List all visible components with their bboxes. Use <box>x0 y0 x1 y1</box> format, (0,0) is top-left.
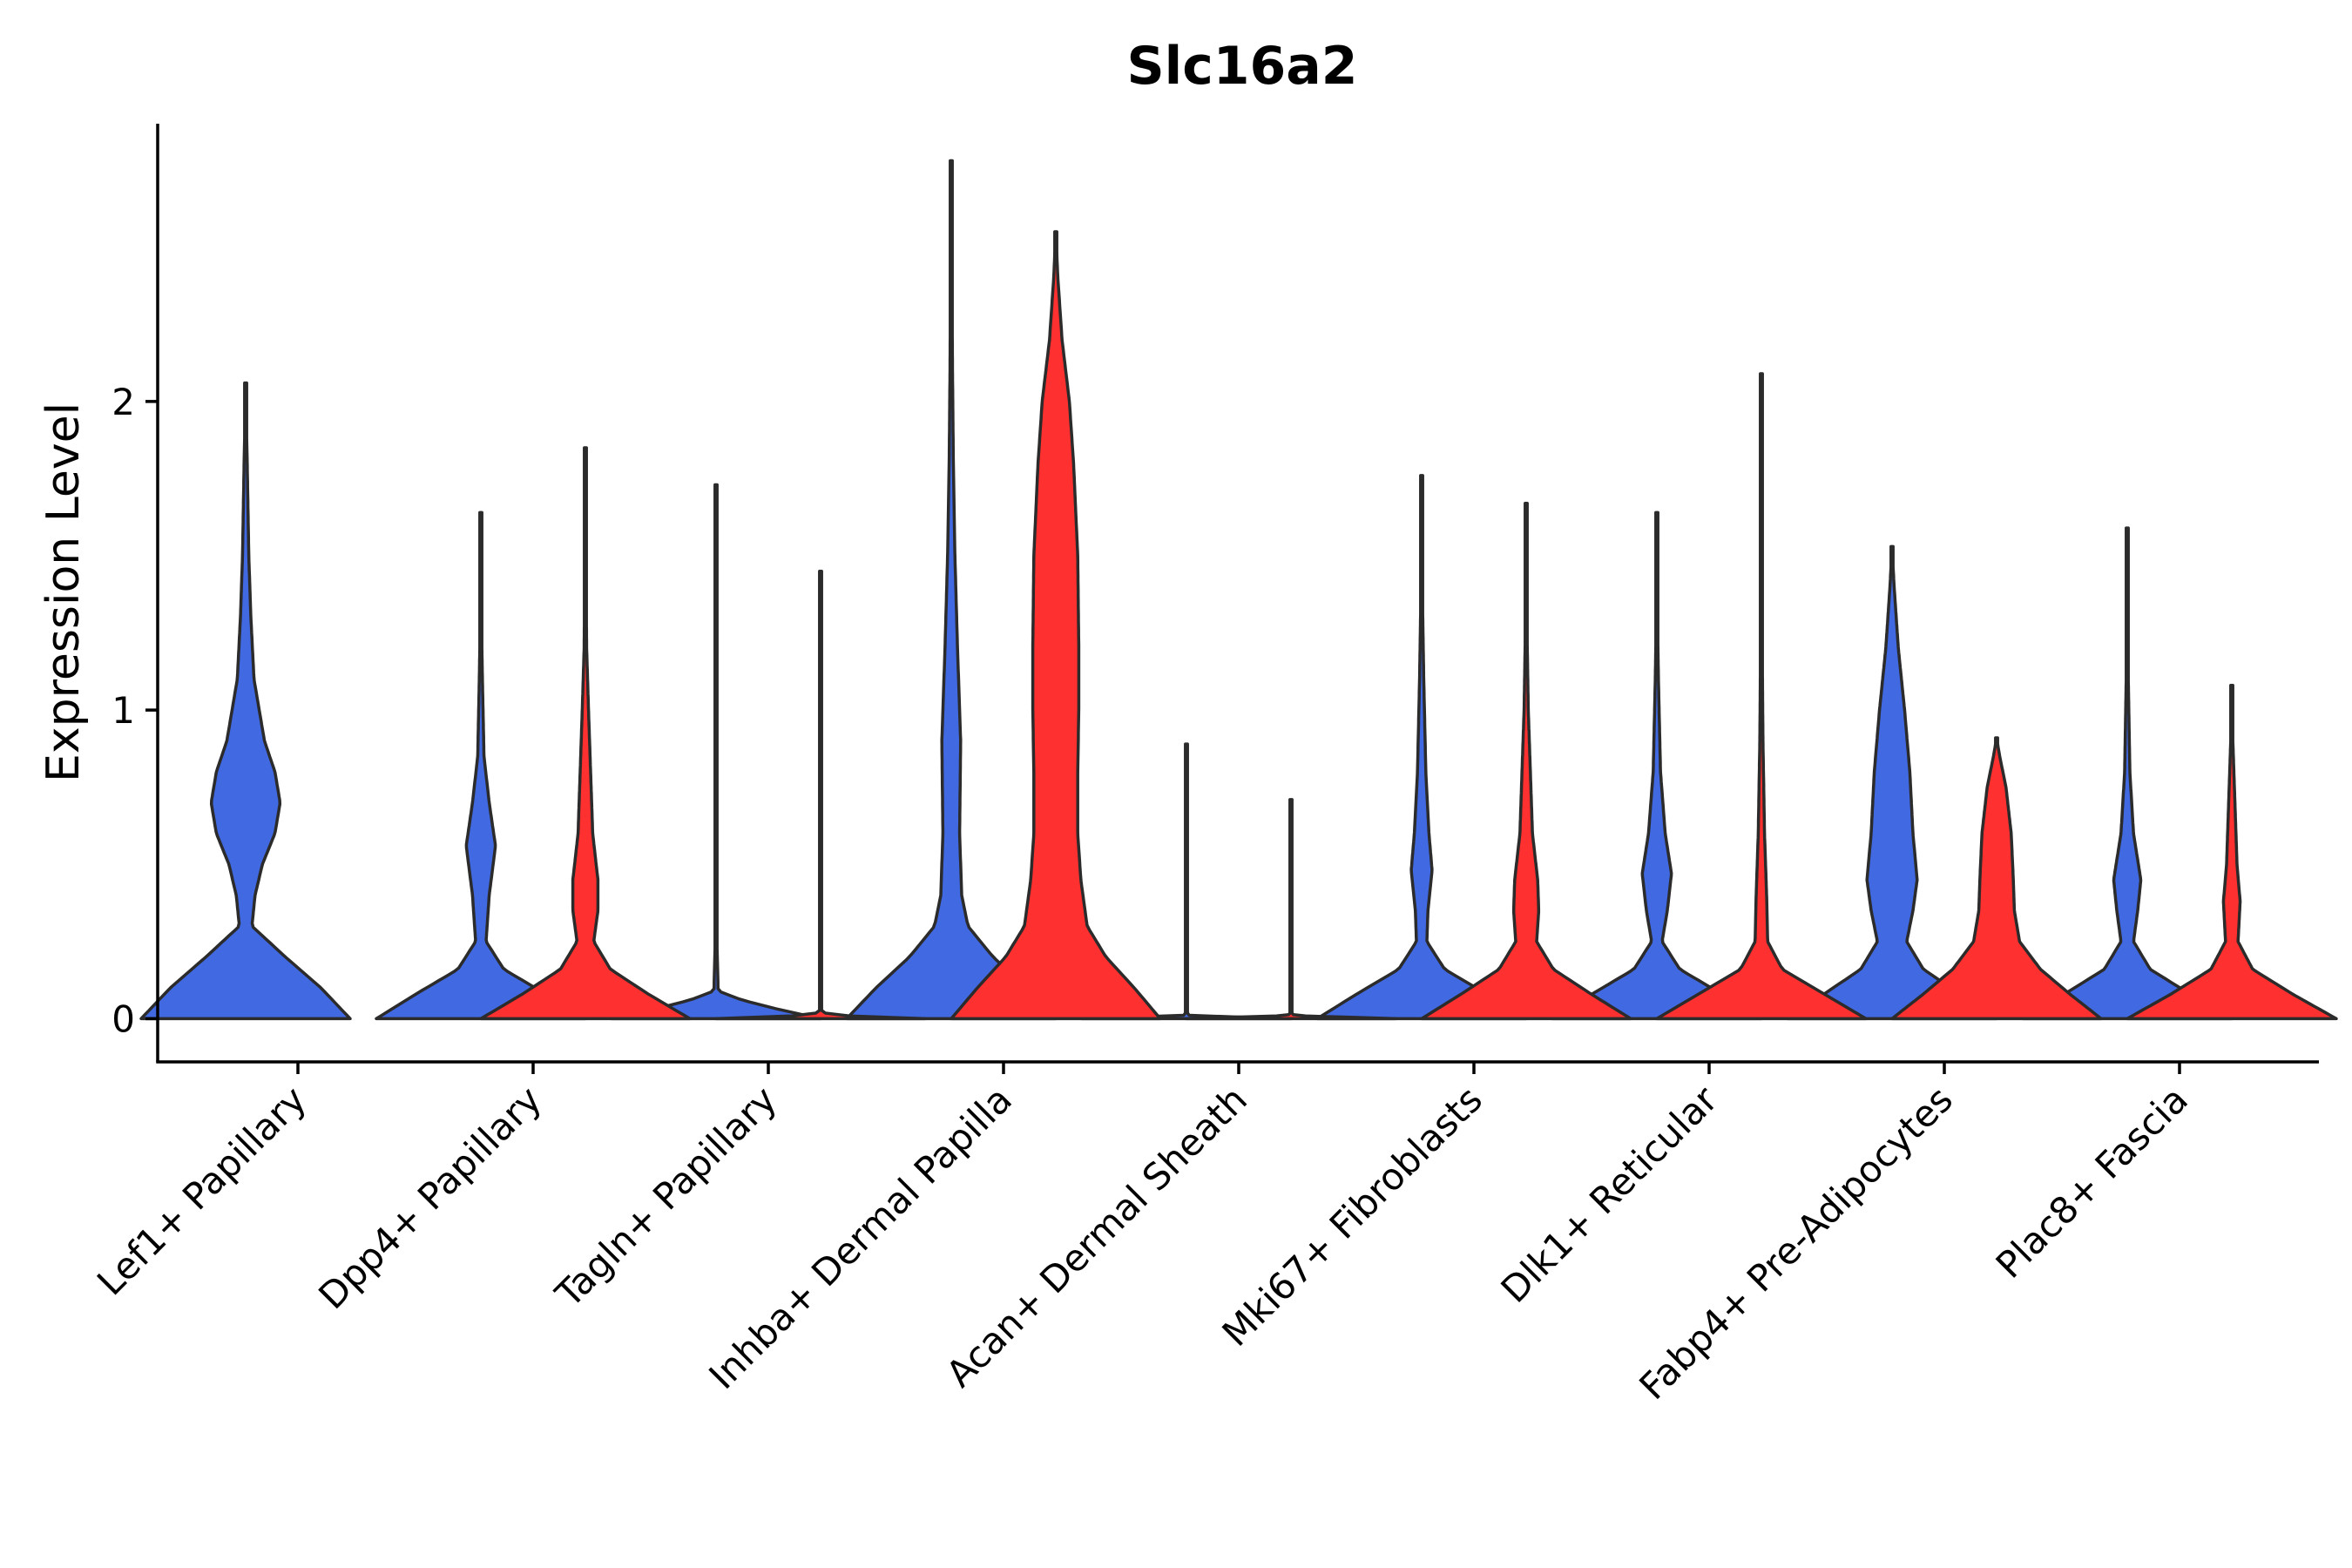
violin-group_a <box>1315 474 1528 1021</box>
violin-group_b <box>1890 736 2103 1021</box>
violin-group_a <box>375 510 587 1021</box>
violin-group_a <box>1080 742 1293 1021</box>
violin-group_b <box>2126 684 2338 1021</box>
violin-group_b <box>1420 502 1632 1021</box>
violin-group_b <box>1655 372 1868 1021</box>
y-tick-label: 1 <box>112 689 135 732</box>
violin-group_a <box>139 381 352 1021</box>
violin-group_a <box>1786 544 1998 1021</box>
y-tick-label: 2 <box>112 381 135 423</box>
x-category-label: Dlk1+ Reticular <box>1493 1078 1727 1311</box>
violin-group_b <box>714 569 927 1021</box>
violin-group_a <box>610 483 822 1021</box>
violin-group_b <box>950 230 1162 1021</box>
x-category-label: Plac8+ Fascia <box>1988 1078 2196 1286</box>
y-axis-label: Expression Level <box>37 402 90 782</box>
violin-group_a <box>845 159 1058 1021</box>
x-category-label: Tagln+ Papillary <box>547 1078 785 1315</box>
y-ticks: 0 1 2 <box>112 381 158 1040</box>
y-tick-label: 0 <box>112 997 135 1040</box>
x-category-label: Lef1+ Papillary <box>89 1078 314 1303</box>
violin-group_b <box>1185 798 1397 1021</box>
violin-group_a <box>2021 526 2234 1021</box>
violin-group_b <box>479 446 692 1021</box>
chart-title: Slc16a2 <box>1126 36 1357 97</box>
violin-layer <box>139 159 2338 1021</box>
violin-group_a <box>1551 510 1763 1021</box>
x-category-label: Mki67+ Fibroblasts <box>1214 1078 1490 1354</box>
x-category-label: Dpp4+ Papillary <box>310 1078 550 1317</box>
